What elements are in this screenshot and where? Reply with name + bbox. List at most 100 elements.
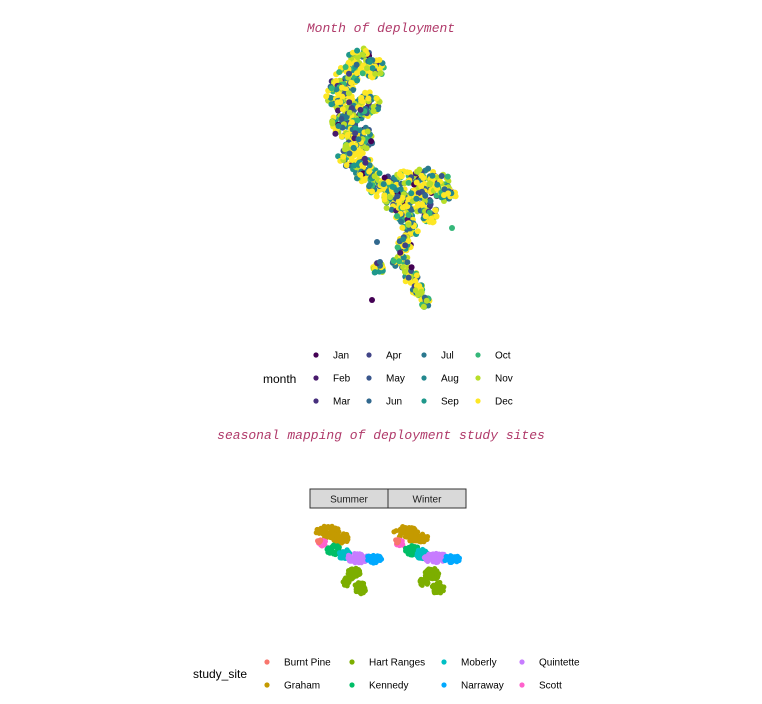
map1-point: [333, 86, 340, 93]
map1-point: [368, 138, 375, 145]
facet-label-winter: Winter: [413, 495, 443, 506]
map1-point: [346, 70, 352, 77]
map1-point: [418, 172, 425, 179]
legend1-key-apr: [366, 352, 372, 358]
map1-point: [405, 221, 412, 228]
map1-point: [423, 297, 430, 304]
map1-point: [346, 99, 353, 106]
map1-point: [394, 213, 400, 219]
facet-point: [323, 533, 329, 539]
facet-strip-winter: [387, 488, 467, 509]
map1-point: [399, 194, 406, 201]
legend1-key-mar: [313, 398, 319, 404]
legend1-key-dec: [475, 398, 481, 404]
facet-point: [374, 553, 381, 559]
chart2-title: seasonal mapping of deployment study sit…: [217, 428, 545, 443]
facet-point: [431, 552, 437, 558]
map1-point: [405, 179, 412, 186]
map1-points: [323, 45, 459, 310]
facet-point: [342, 577, 348, 583]
legend1-label-dec: Dec: [495, 397, 513, 408]
map1-point: [444, 173, 451, 180]
map1-point: [374, 239, 380, 245]
legend1-label-feb: Feb: [333, 374, 351, 385]
facet-point: [344, 538, 350, 545]
facet-point: [442, 557, 448, 564]
map1-point: [418, 288, 425, 295]
facet-point: [414, 553, 420, 559]
map1-point: [438, 173, 445, 179]
map1-point: [377, 70, 384, 77]
facet-point: [341, 531, 347, 537]
map1-point: [432, 207, 439, 214]
map1-point: [418, 183, 425, 190]
map1-point: [329, 118, 336, 125]
legend2-key-moberly: [441, 659, 447, 665]
map1-point: [393, 187, 400, 194]
map1-point: [342, 64, 349, 70]
facet-point: [412, 535, 419, 541]
chart1-title: Month of deployment: [306, 21, 456, 36]
legend2-title: study_site: [193, 667, 248, 681]
map1-point: [332, 130, 339, 137]
legend2-label-scott: Scott: [539, 681, 562, 692]
legend1-key-may: [366, 375, 372, 381]
map1-point: [369, 188, 375, 195]
map1-point: [366, 181, 373, 188]
map1-point: [381, 174, 388, 181]
legend2-key-scott: [519, 682, 525, 688]
facet-point: [329, 525, 336, 531]
legend1-key-aug: [421, 375, 427, 381]
facet-point: [420, 538, 426, 545]
facet-point: [321, 523, 327, 530]
map1-point: [380, 181, 387, 188]
map1-point: [405, 238, 412, 245]
facet-point: [317, 538, 323, 544]
map1-point: [327, 94, 334, 101]
map1-point: [422, 213, 429, 220]
legend1-label-apr: Apr: [386, 351, 402, 362]
map1-point: [408, 264, 415, 271]
legend1-label-jun: Jun: [386, 397, 402, 408]
map1-point: [401, 268, 408, 275]
map1-point: [334, 99, 341, 106]
map1-point: [404, 259, 411, 266]
legend2-label-hart-ranges: Hart Ranges: [369, 658, 425, 669]
map1-point: [408, 190, 415, 197]
facet-point: [352, 582, 358, 588]
facet-point: [346, 552, 352, 558]
facet-panels: Summer Winter: [309, 488, 467, 597]
legend1-label-nov: Nov: [495, 374, 513, 385]
map1-point: [354, 54, 361, 61]
facet-panel-winter: [391, 524, 462, 596]
map1-point: [346, 109, 353, 116]
map1-point: [413, 195, 420, 202]
facet-point: [437, 590, 444, 596]
legend1-key-feb: [313, 375, 319, 381]
map1-point: [399, 204, 406, 211]
map1-point: [338, 115, 345, 122]
legend2-label-kennedy: Kennedy: [369, 681, 408, 692]
facet-point: [331, 542, 337, 548]
map1-point: [350, 144, 357, 151]
facet-point: [358, 591, 364, 597]
map1-point: [352, 130, 359, 137]
map1-point: [363, 145, 370, 152]
map1-point: [381, 196, 388, 203]
facet-point: [423, 557, 429, 563]
map1-point: [376, 57, 383, 63]
facet-point: [359, 580, 365, 586]
facet-point: [452, 557, 458, 563]
map1-point: [375, 106, 381, 113]
facet-point: [346, 558, 353, 564]
facet-panel-summer: [313, 523, 385, 597]
legend2-key-graham: [264, 682, 270, 688]
map1-point: [433, 213, 440, 220]
facet-point: [429, 583, 435, 590]
map1-point: [394, 193, 401, 200]
facet-point: [321, 541, 327, 547]
facet-point: [353, 565, 359, 572]
map1-point: [349, 119, 355, 126]
map1-point: [434, 181, 441, 188]
